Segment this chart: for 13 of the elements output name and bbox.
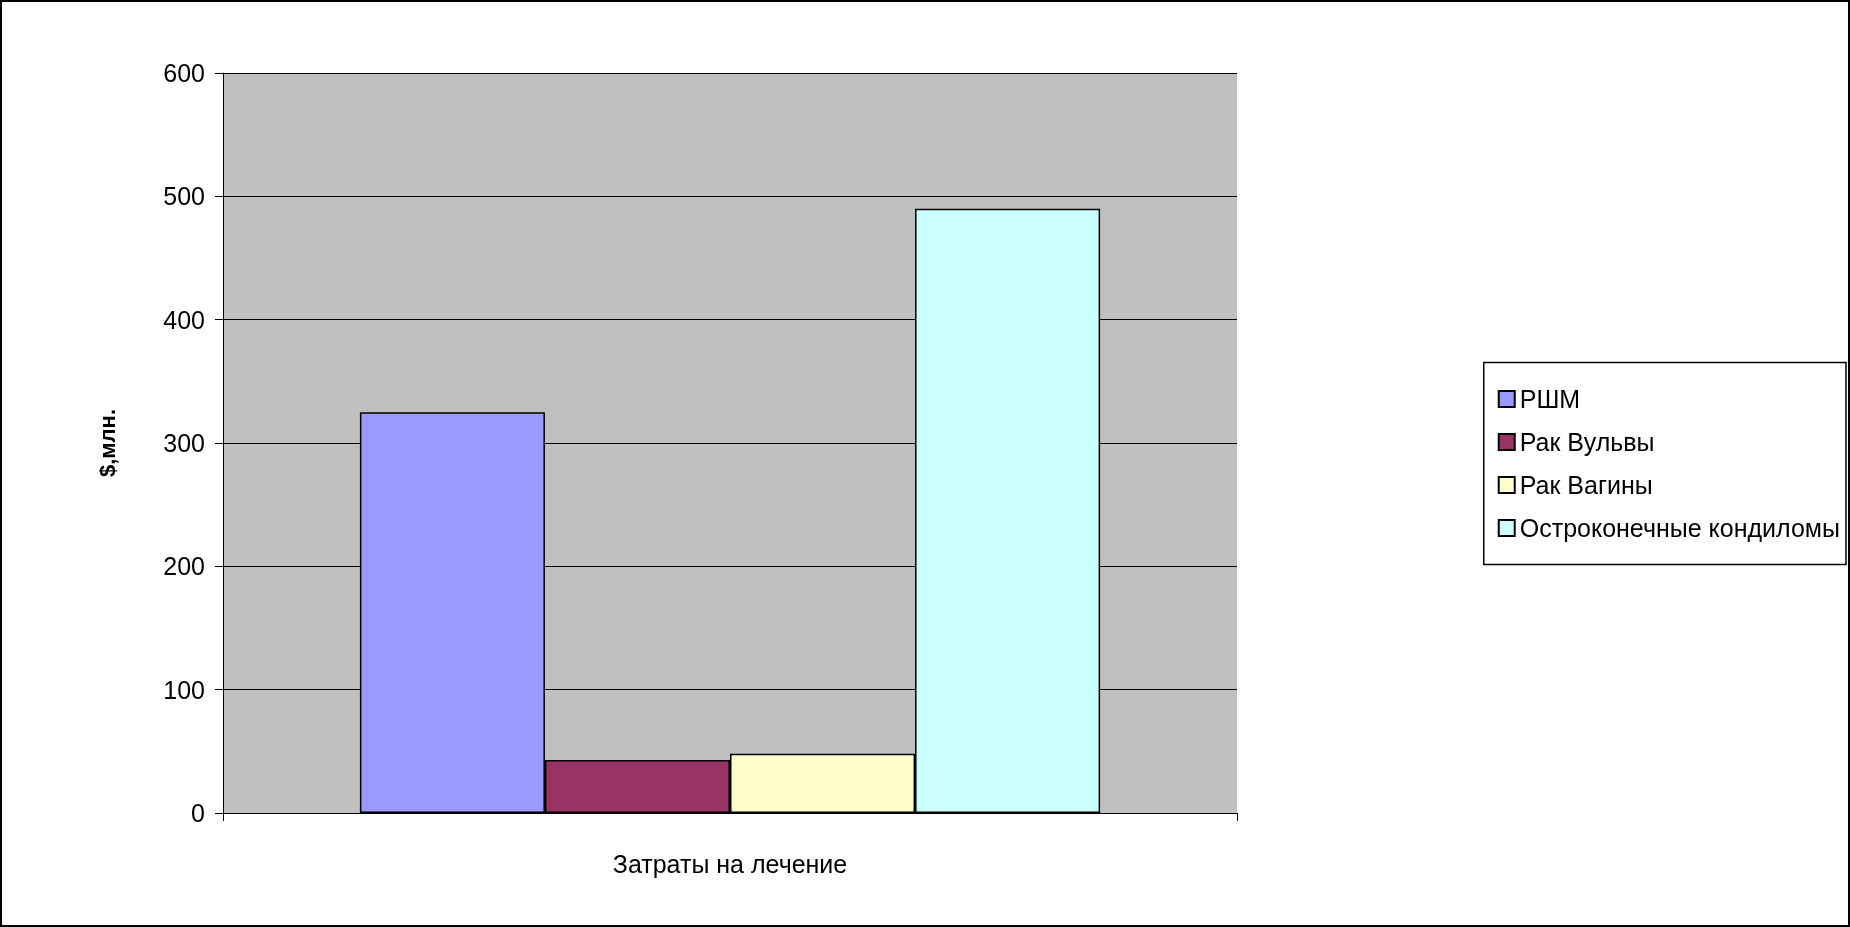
x-tick-label: Затраты на лечение (612, 849, 848, 878)
y-tick-label: 0 (191, 799, 205, 827)
legend-label: Рак Вульвы (1519, 428, 1655, 456)
y-tick-label: 100 (163, 675, 205, 704)
y-tick-label: 400 (163, 305, 205, 334)
y-tick-label: 500 (163, 182, 205, 211)
legend-label: РШМ (1519, 385, 1581, 413)
y-tick-label: 300 (163, 429, 205, 457)
legend-label: Рак Вагины (1519, 471, 1653, 499)
y-axis-title: $,млн. (94, 409, 120, 477)
y-tick-label: 600 (163, 59, 205, 87)
legend-label: Остроконечные кондиломы (1519, 514, 1840, 542)
y-tick-label: 200 (163, 552, 205, 581)
